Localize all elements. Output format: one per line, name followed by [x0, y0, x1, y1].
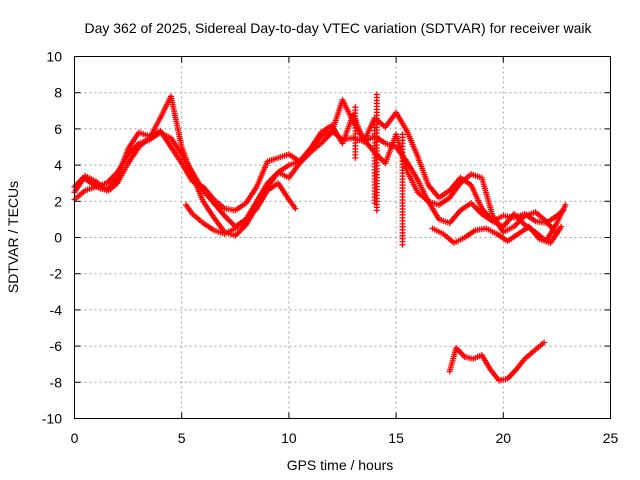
x-tick-label: 20 — [496, 430, 512, 446]
series-track-d — [182, 180, 299, 237]
data-point — [352, 104, 359, 111]
x-tick-label: 15 — [388, 430, 404, 446]
data-points — [71, 91, 569, 384]
series-track-c — [71, 109, 569, 245]
data-point — [541, 339, 548, 346]
y-tick-label: -4 — [50, 302, 63, 318]
y-tick-label: -6 — [50, 338, 63, 354]
series-track-f — [446, 339, 548, 384]
grid — [74, 56, 611, 419]
data-point — [558, 223, 565, 230]
data-point — [373, 207, 380, 214]
y-tick-label: -10 — [42, 411, 62, 427]
y-axis-label: SDTVAR / TECUs — [5, 181, 21, 293]
x-axis-label: GPS time / hours — [287, 457, 394, 473]
data-point — [562, 201, 569, 208]
y-tick-labels: -10 -8 -6 -4 -2 0 2 4 6 8 10 — [42, 49, 62, 427]
y-tick-label: -8 — [50, 374, 63, 390]
y-tick-label: 0 — [54, 230, 62, 246]
y-tick-label: 10 — [46, 49, 62, 65]
chart-title: Day 362 of 2025, Sidereal Day-to-day VTE… — [84, 20, 592, 36]
x-tick-label: 0 — [71, 430, 79, 446]
series-spikes — [352, 91, 406, 248]
x-tick-labels: 0 5 10 15 20 25 — [71, 430, 619, 446]
y-tick-label: 4 — [54, 157, 62, 173]
series-track-e — [429, 223, 565, 246]
data-point — [399, 241, 406, 248]
y-tick-label: -2 — [50, 266, 63, 282]
x-tick-label: 5 — [178, 430, 186, 446]
x-tick-label: 25 — [603, 430, 619, 446]
data-point — [292, 205, 299, 212]
y-tick-label: 6 — [54, 121, 62, 137]
x-tick-label: 10 — [281, 430, 297, 446]
ticks — [74, 56, 611, 419]
y-tick-label: 2 — [54, 193, 62, 209]
y-tick-label: 8 — [54, 85, 62, 101]
